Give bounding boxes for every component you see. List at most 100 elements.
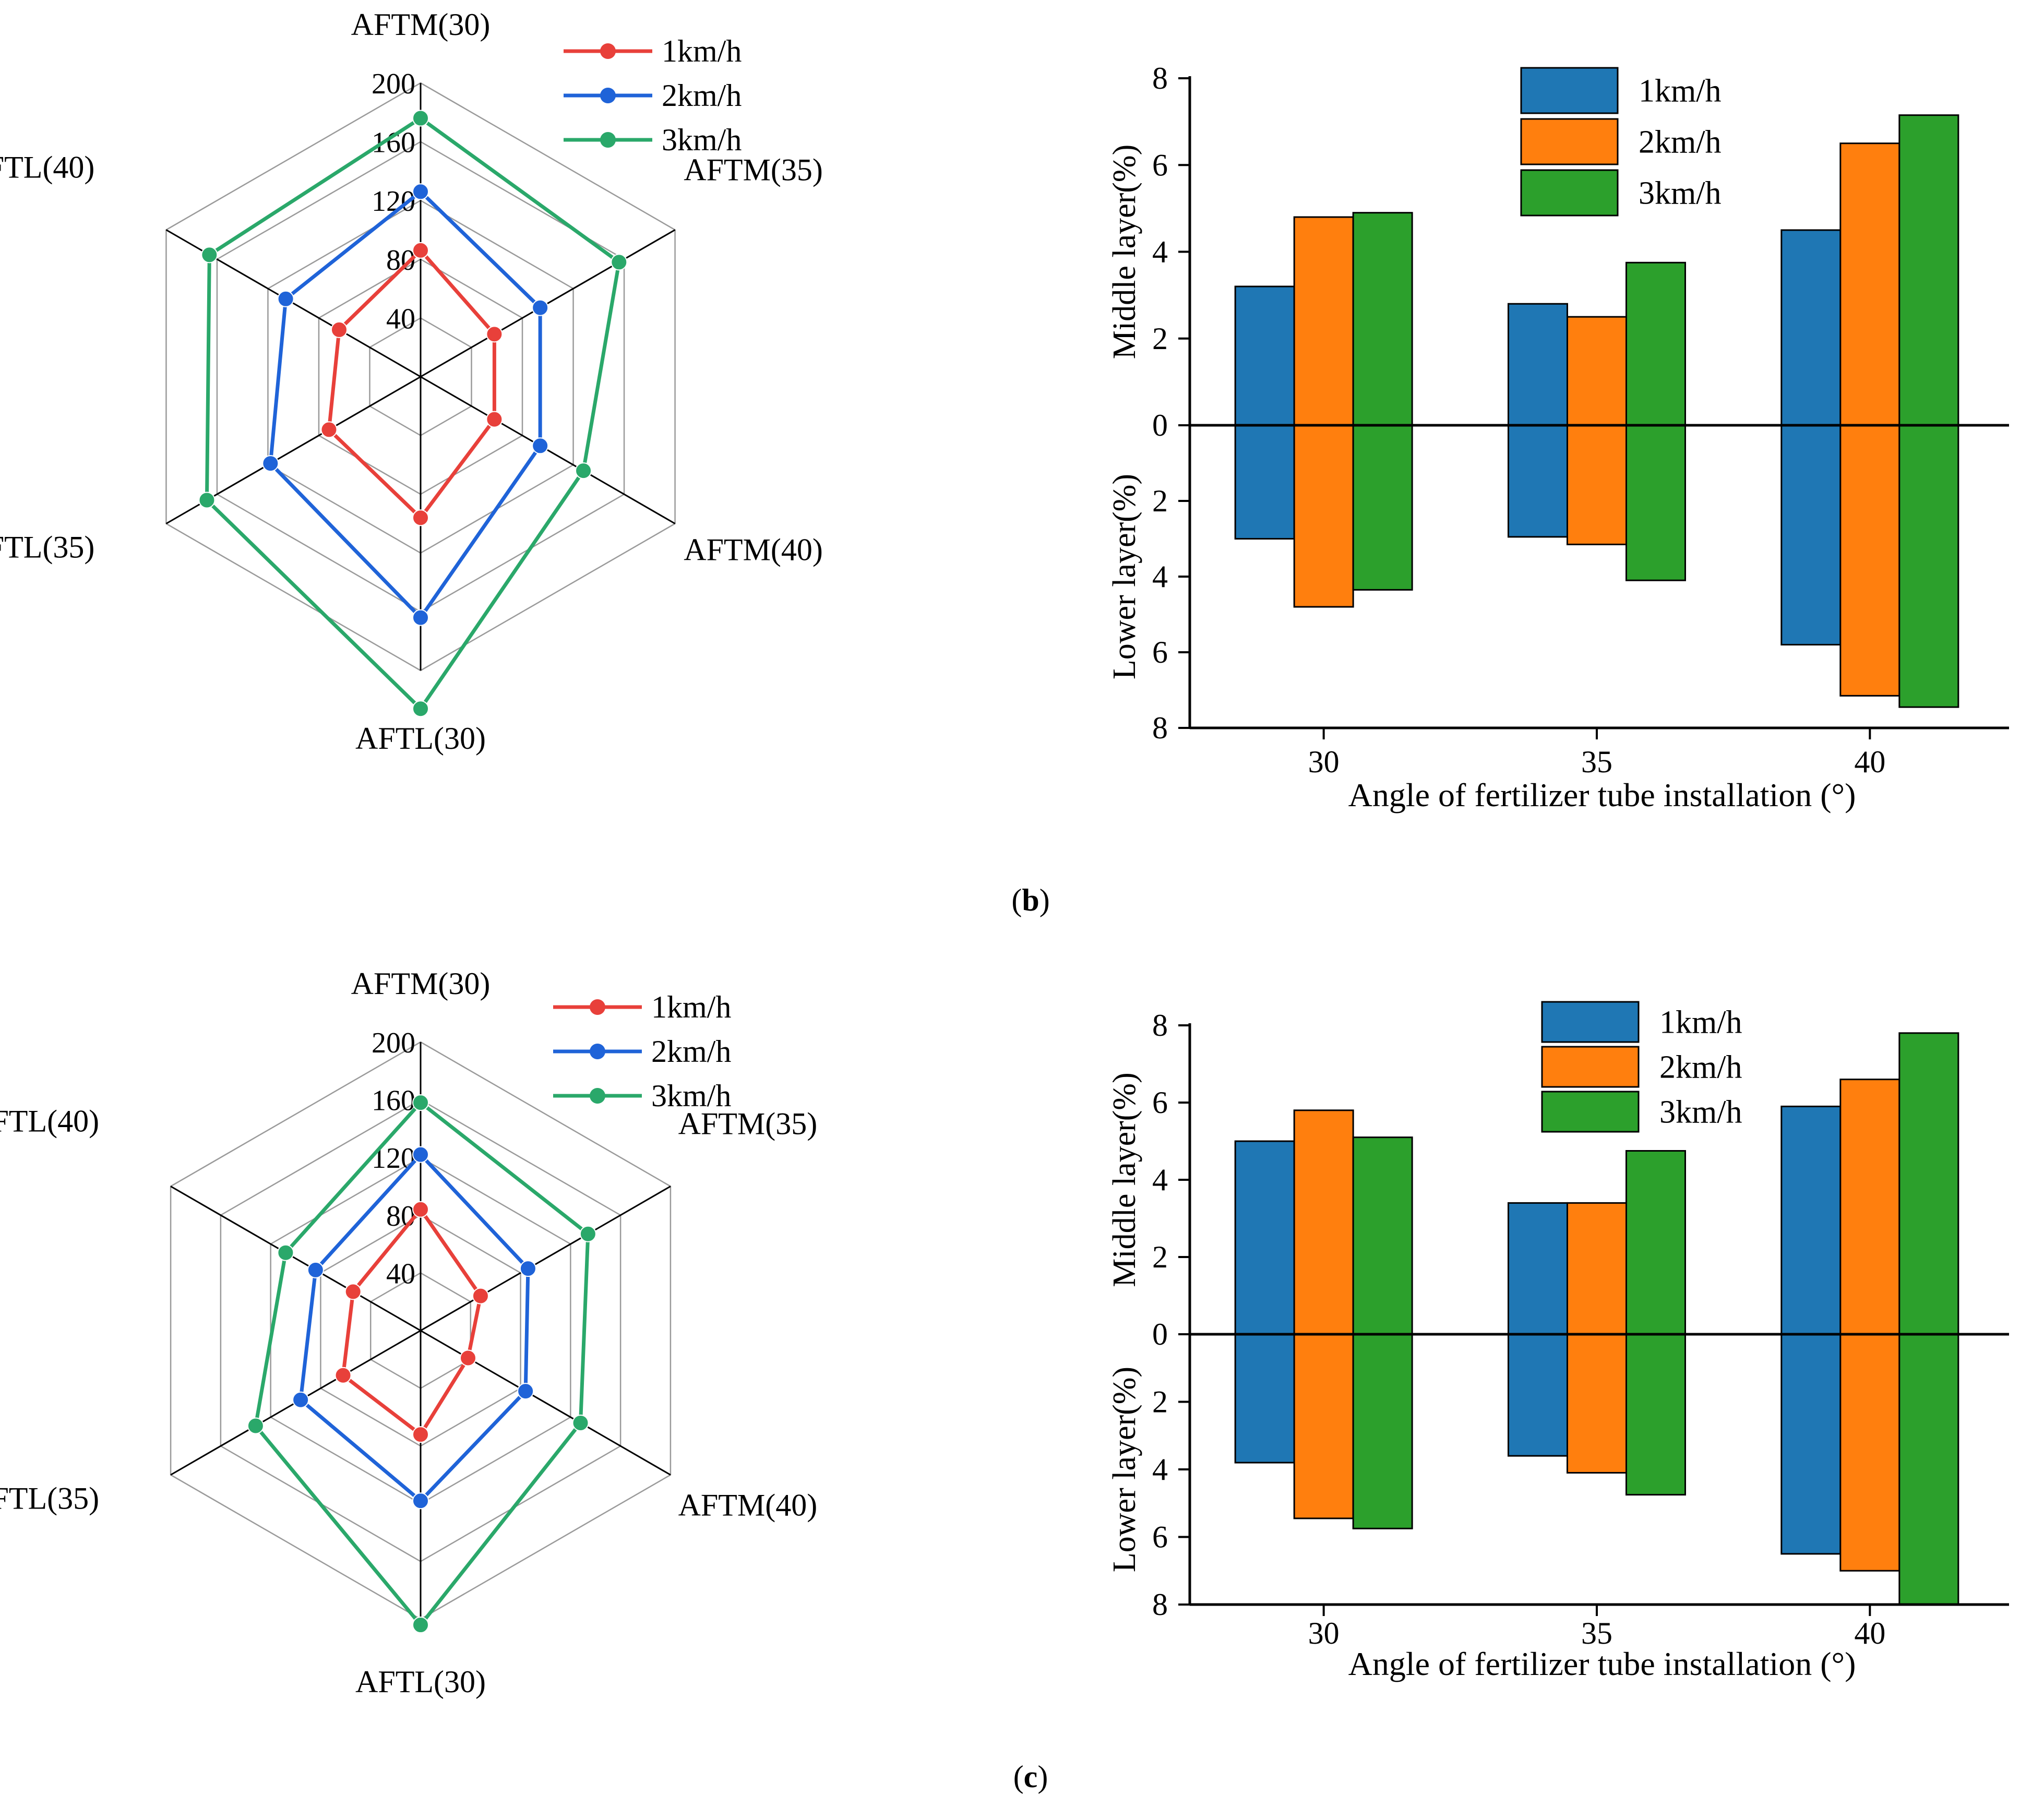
legend-label: 1km/h (662, 34, 742, 68)
y-tick-label: 8 (1152, 1587, 1168, 1622)
x-tick-label: 35 (1581, 745, 1612, 779)
radar-point (413, 1147, 428, 1163)
legend-label: 2km/h (1659, 1050, 1742, 1085)
radar-point (460, 1350, 476, 1366)
radar-point (413, 111, 428, 126)
legend-swatch (1542, 1092, 1639, 1132)
bar-middle (1235, 1141, 1294, 1334)
bar-middle (1782, 1106, 1840, 1334)
bar-middle (1353, 1138, 1412, 1334)
legend-label: 3km/h (662, 123, 742, 157)
bar-lower (1782, 425, 1840, 645)
bar-lower (1899, 1334, 1958, 1605)
legend-marker (590, 1044, 605, 1059)
radar-spoke (421, 230, 675, 377)
radar-axis-label: AFTL(30) (355, 721, 486, 756)
legend-label: 1km/h (651, 990, 731, 1024)
bar-middle (1568, 1203, 1627, 1334)
radar-axis-label: AFTM(30) (351, 966, 491, 1001)
bar-lower (1627, 425, 1686, 580)
panel-label-b: (b) (1011, 883, 1049, 917)
radar-point (413, 1617, 428, 1633)
radar-point (532, 300, 548, 316)
y-tick-label: 8 (1152, 1008, 1168, 1043)
radar-axis-label: AFTL(35) (0, 1481, 99, 1516)
radar-point (413, 1427, 428, 1442)
bar-lower (1899, 425, 1958, 707)
y-tick-label: 6 (1152, 1085, 1168, 1120)
legend-swatch (1521, 68, 1618, 113)
bar-middle (1568, 317, 1627, 425)
bar-middle (1899, 1033, 1958, 1334)
radar-tick-label: 40 (386, 1258, 415, 1290)
x-tick-label: 30 (1308, 1616, 1340, 1650)
radar-axis-label: AFTL(35) (0, 530, 94, 565)
legend-swatch (1542, 1002, 1639, 1042)
radar-point (248, 1418, 264, 1433)
radar-point (486, 412, 502, 427)
x-tick-label: 30 (1308, 745, 1340, 779)
radar-tick-label: 80 (386, 1200, 415, 1232)
bar-lower (1235, 1334, 1294, 1463)
y-tick-label: 2 (1152, 1240, 1168, 1274)
y-axis-title-upper: Middle layer(%) (1107, 1072, 1142, 1287)
radar-chart-b: 4080120160200AFTM(30)AFTM(35)AFTM(40)AFT… (0, 7, 823, 756)
panel-label-c: (c) (1013, 1760, 1048, 1794)
radar-axis-label: AFTM(40) (684, 533, 823, 567)
radar-tick-label: 200 (372, 68, 415, 100)
y-tick-label: 0 (1152, 408, 1168, 442)
y-tick-label: 8 (1152, 711, 1168, 745)
radar-chart-c: 4080120160200AFTM(30)AFTM(35)AFTM(40)AFT… (0, 966, 817, 1699)
radar-spoke (421, 1331, 671, 1475)
radar-spoke (421, 377, 675, 524)
radar-point (413, 1202, 428, 1217)
bar-lower (1294, 1334, 1353, 1518)
radar-series-line (329, 250, 494, 518)
legend-marker (600, 88, 616, 103)
radar-point (413, 701, 428, 716)
radar-point (278, 291, 294, 307)
x-axis-title: Angle of fertilizer tube installation (°… (1348, 776, 1856, 813)
bar-middle (1899, 115, 1958, 425)
legend-marker (600, 132, 616, 148)
x-axis-title: Angle of fertilizer tube installation (°… (1348, 1645, 1856, 1682)
bar-lower (1840, 1334, 1899, 1571)
bar-lower (1509, 1334, 1568, 1456)
radar-point (336, 1368, 351, 1383)
bar-middle (1509, 304, 1568, 425)
radar-series-line (343, 1210, 481, 1434)
radar-tick-label: 160 (372, 1085, 415, 1117)
y-tick-label: 4 (1152, 1163, 1168, 1197)
radar-point (580, 1226, 596, 1242)
radar-point (413, 243, 428, 258)
radar-point (486, 326, 502, 342)
radar-axis-label: AFTL(30) (355, 1665, 486, 1699)
legend-label: 3km/h (1659, 1095, 1742, 1130)
legend-label: 3km/h (1639, 176, 1721, 211)
radar-point (520, 1261, 536, 1276)
radar-axis-label: AFTM(40) (678, 1488, 818, 1523)
bar-lower (1840, 425, 1899, 696)
radar-point (611, 254, 627, 270)
legend-label: 2km/h (662, 78, 742, 113)
bar-middle (1509, 1203, 1568, 1334)
y-tick-label: 4 (1152, 235, 1168, 269)
radar-point (331, 322, 347, 338)
bar-lower (1353, 425, 1412, 590)
bar-middle (1235, 286, 1294, 425)
radar-point (199, 492, 214, 508)
radar-point (201, 247, 217, 262)
radar-point (278, 1245, 293, 1261)
bar-middle (1294, 217, 1353, 425)
bar-chart-b: 30 35 40 8 6 4 2 0 2 4 6 8 Middle layer(%) Lower laye… (1107, 61, 2009, 813)
radar-point (308, 1262, 324, 1278)
legend-marker (590, 999, 605, 1015)
radar-point (321, 422, 337, 437)
radar-tick-label: 160 (372, 127, 415, 159)
radar-point (413, 610, 428, 626)
bar-middle (1627, 1151, 1686, 1335)
legend-label: 3km/h (651, 1079, 731, 1113)
radar-axis-label: AFTL(40) (0, 1104, 99, 1139)
legend-label: 2km/h (1639, 125, 1721, 160)
radar-point (413, 1493, 428, 1509)
